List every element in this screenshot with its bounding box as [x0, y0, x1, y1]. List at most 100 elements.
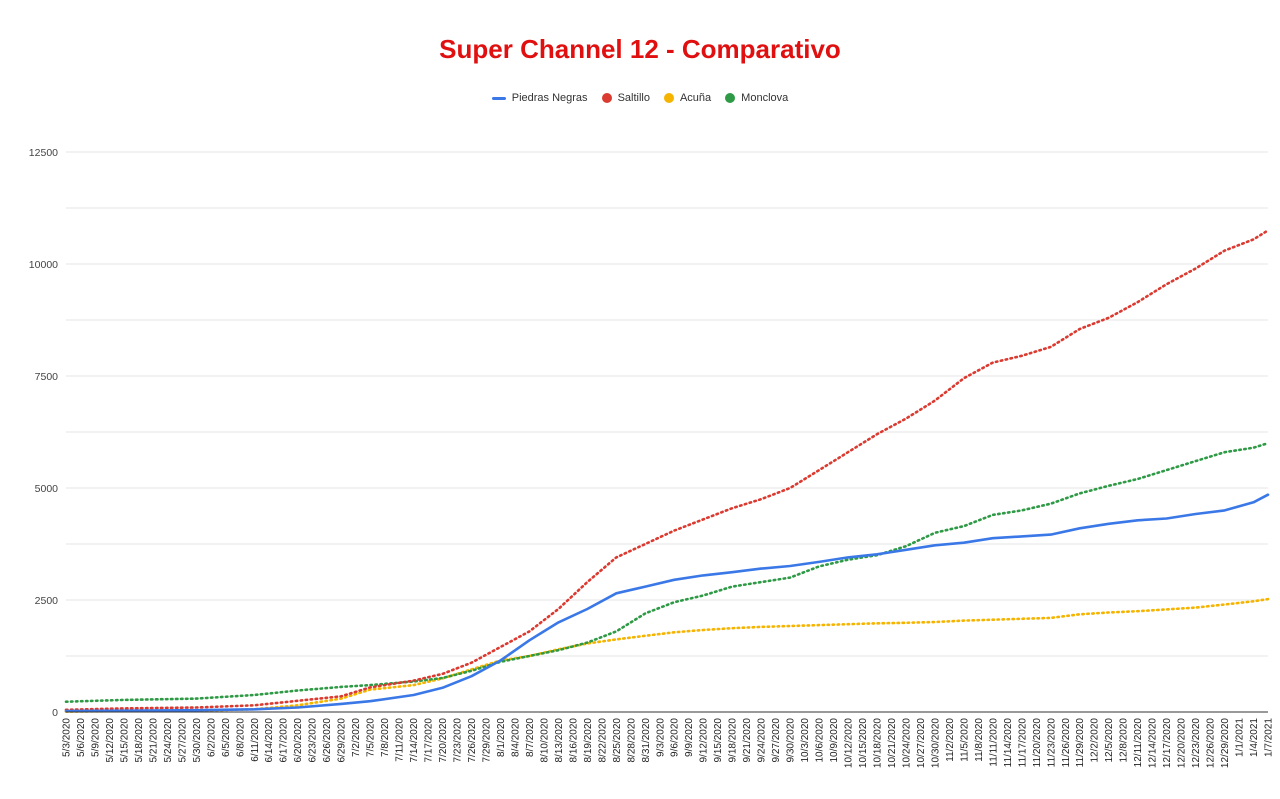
x-tick-label: 11/23/2020 [1046, 718, 1057, 768]
x-tick-label: 1/1/2021 [1235, 718, 1246, 757]
x-tick-label: 8/19/2020 [583, 718, 594, 763]
x-tick-label: 6/11/2020 [250, 718, 261, 762]
legend-swatch-saltillo [601, 93, 612, 103]
x-tick-label: 12/11/2020 [1133, 718, 1144, 768]
x-tick-label: 10/3/2020 [800, 718, 811, 763]
x-tick-label: 7/11/2020 [395, 718, 406, 762]
x-tick-label: 8/1/2020 [496, 718, 507, 757]
x-tick-label: 7/14/2020 [409, 718, 420, 763]
series-line-piedras-negras [64, 493, 1270, 713]
series-lines [64, 229, 1270, 713]
x-tick-label: 6/2/2020 [206, 718, 217, 757]
x-tick-label: 6/17/2020 [279, 718, 290, 763]
x-tick-label: 8/7/2020 [525, 718, 536, 757]
x-tick-label: 5/30/2020 [192, 718, 203, 763]
x-tick-label: 10/12/2020 [844, 718, 855, 768]
legend-label-piedras-negras: Piedras Negras [511, 92, 588, 104]
x-tick-label: 5/9/2020 [91, 718, 102, 757]
x-tick-label: 5/21/2020 [148, 718, 159, 763]
x-tick-label: 12/14/2020 [1148, 718, 1159, 768]
x-tick-label: 6/5/2020 [221, 718, 232, 757]
x-tick-label: 10/27/2020 [916, 718, 927, 768]
x-tick-label: 11/17/2020 [1017, 718, 1028, 768]
y-tick-label: 5000 [35, 483, 59, 495]
x-tick-label: 8/28/2020 [626, 718, 637, 763]
x-tick-label: 12/8/2020 [1119, 718, 1130, 763]
x-tick-label: 11/20/2020 [1032, 718, 1043, 768]
x-tick-label: 7/8/2020 [380, 718, 391, 757]
x-axis-ticks: 5/3/2020 5/6/2020 5/9/2020 5/12/2020 5/15/20… [62, 718, 1275, 768]
x-tick-label: 7/2/2020 [351, 718, 362, 757]
x-tick-label: 8/13/2020 [554, 718, 565, 763]
x-tick-label: 5/15/2020 [119, 718, 130, 763]
x-tick-label: 12/20/2020 [1177, 718, 1188, 768]
series-line-monclova [64, 441, 1270, 704]
x-tick-label: 9/15/2020 [713, 718, 724, 763]
legend-item-acuna[interactable]: Acuña [663, 92, 712, 104]
legend-swatch-piedras-negras [491, 96, 506, 100]
x-tick-label: 12/17/2020 [1162, 718, 1173, 768]
x-tick-label: 6/14/2020 [264, 718, 275, 763]
x-tick-label: 8/22/2020 [597, 718, 608, 763]
x-tick-label: 9/21/2020 [742, 718, 753, 763]
x-tick-label: 8/31/2020 [641, 718, 652, 763]
x-tick-label: 11/26/2020 [1061, 718, 1072, 768]
x-tick-label: 5/3/2020 [62, 718, 73, 757]
x-tick-label: 9/12/2020 [699, 718, 710, 763]
x-tick-label: 9/9/2020 [684, 718, 695, 757]
y-tick-label: 10000 [29, 259, 58, 271]
y-tick-label: 2500 [35, 595, 59, 607]
x-tick-label: 5/18/2020 [134, 718, 145, 763]
y-tick-label: 7500 [35, 371, 59, 383]
x-tick-label: 11/29/2020 [1075, 718, 1086, 768]
x-tick-label: 10/15/2020 [858, 718, 869, 768]
x-tick-label: 7/5/2020 [366, 718, 377, 757]
x-tick-label: 10/21/2020 [887, 718, 898, 768]
x-tick-label: 10/9/2020 [829, 718, 840, 763]
legend-item-piedras-negras[interactable]: Piedras Negras [491, 92, 588, 104]
series-line-acu-a [64, 597, 1270, 713]
x-tick-label: 11/14/2020 [1003, 718, 1014, 768]
x-tick-label: 8/4/2020 [510, 718, 521, 757]
x-tick-label: 6/26/2020 [322, 718, 333, 763]
legend-item-saltillo[interactable]: Saltillo [601, 92, 650, 104]
x-tick-label: 6/29/2020 [337, 718, 348, 763]
x-tick-label: 12/23/2020 [1191, 718, 1202, 768]
legend-label-acuna: Acuña [679, 92, 712, 104]
legend-label-saltillo: Saltillo [617, 92, 650, 104]
x-tick-label: 12/26/2020 [1206, 718, 1217, 768]
x-tick-label: 11/5/2020 [959, 718, 970, 762]
x-tick-label: 1/7/2021 [1264, 718, 1275, 757]
legend-item-monclova[interactable]: Monclova [725, 92, 788, 104]
x-tick-label: 10/18/2020 [873, 718, 884, 768]
y-axis-ticks: 0 2500 5000 7500 10000 12500 [29, 147, 58, 719]
x-tick-label: 8/25/2020 [612, 718, 623, 763]
x-tick-label: 11/2/2020 [945, 718, 956, 762]
x-tick-label: 5/12/2020 [105, 718, 116, 763]
legend: Piedras Negras Saltillo Acuña Monclova [0, 92, 1280, 104]
x-tick-label: 12/29/2020 [1220, 718, 1231, 768]
x-tick-label: 12/5/2020 [1104, 718, 1115, 763]
x-tick-label: 11/11/2020 [988, 718, 999, 767]
series-line-saltillo [64, 229, 1270, 712]
x-tick-label: 10/30/2020 [930, 718, 941, 768]
x-tick-label: 6/23/2020 [308, 718, 319, 763]
x-tick-label: 9/6/2020 [670, 718, 681, 757]
x-tick-label: 7/26/2020 [467, 718, 478, 763]
x-tick-label: 10/24/2020 [902, 718, 913, 768]
x-tick-label: 9/30/2020 [786, 718, 797, 763]
x-tick-label: 9/3/2020 [655, 718, 666, 757]
x-tick-label: 12/2/2020 [1090, 718, 1101, 763]
legend-label-monclova: Monclova [741, 92, 789, 104]
gridlines [66, 151, 1268, 657]
x-tick-label: 8/16/2020 [568, 718, 579, 763]
x-tick-label: 8/10/2020 [539, 718, 550, 763]
x-tick-label: 7/17/2020 [424, 718, 435, 763]
x-tick-label: 1/4/2021 [1249, 718, 1260, 757]
x-tick-label: 5/6/2020 [76, 718, 87, 757]
x-tick-label: 7/20/2020 [438, 718, 449, 763]
y-tick-label: 12500 [29, 147, 58, 159]
x-tick-label: 10/6/2020 [815, 718, 826, 763]
x-tick-label: 6/8/2020 [235, 718, 246, 757]
